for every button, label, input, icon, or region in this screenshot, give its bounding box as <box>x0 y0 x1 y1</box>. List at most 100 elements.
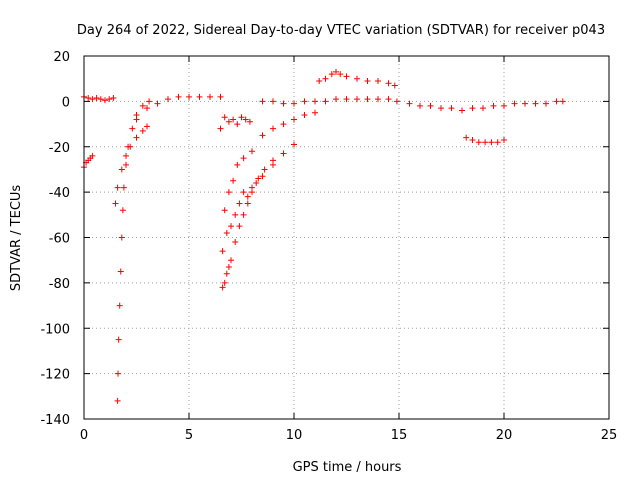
chart-title: Day 264 of 2022, Sidereal Day-to-day VTE… <box>77 23 605 38</box>
data-point <box>280 150 287 157</box>
data-point <box>291 116 297 123</box>
data-point <box>225 118 232 125</box>
data-point <box>480 105 486 112</box>
data-point <box>144 123 150 130</box>
data-point <box>196 93 203 100</box>
data-point <box>165 96 171 103</box>
data-point <box>469 136 476 143</box>
series-gap-descent-c <box>221 109 318 214</box>
y-tick-label: -140 <box>40 413 70 428</box>
data-point <box>139 127 146 134</box>
series-early-near-zero <box>81 93 117 104</box>
data-point <box>375 77 381 84</box>
data-point <box>291 100 297 107</box>
data-point <box>221 114 228 121</box>
series-start-drop <box>81 152 96 171</box>
data-point <box>316 77 323 84</box>
data-point <box>249 148 255 155</box>
data-point <box>97 96 104 103</box>
data-point <box>117 268 124 275</box>
data-point <box>312 98 318 105</box>
data-point <box>312 109 318 116</box>
data-point <box>102 97 108 104</box>
data-point <box>501 136 507 143</box>
data-point <box>343 73 350 80</box>
y-tick-label: 0 <box>62 95 70 110</box>
data-point <box>511 100 518 107</box>
series-afternoon-offset <box>463 134 507 146</box>
y-tick-label: -100 <box>40 322 70 337</box>
data-point <box>234 161 241 168</box>
data-point <box>119 207 126 214</box>
data-point <box>280 121 287 128</box>
data-point <box>240 155 247 162</box>
x-axis-label: GPS time / hours <box>293 460 402 475</box>
series-gap-descent-b <box>219 157 276 255</box>
series-midday-baseline <box>259 96 400 107</box>
y-tick-label: 20 <box>53 50 70 65</box>
data-point <box>234 121 241 128</box>
data-point <box>488 139 495 146</box>
data-point <box>115 336 122 343</box>
data-point <box>217 93 224 100</box>
data-point <box>240 189 247 196</box>
data-point <box>249 184 255 191</box>
data-point <box>559 98 566 105</box>
data-point <box>448 105 455 112</box>
data-point <box>270 125 276 132</box>
data-point <box>463 134 470 141</box>
data-point <box>186 93 192 100</box>
data-point <box>89 96 96 103</box>
data-point <box>146 98 153 105</box>
grid-lines <box>84 56 609 419</box>
data-point <box>115 370 122 377</box>
series-second-recovery <box>112 123 150 207</box>
data-point <box>106 96 113 103</box>
data-points <box>81 68 566 404</box>
series-deep-dip <box>114 98 153 404</box>
y-axis-label: SDTVAR / TECUs <box>9 185 24 292</box>
data-point <box>228 257 234 264</box>
data-point <box>253 180 260 187</box>
data-point <box>238 114 245 121</box>
data-point <box>385 96 392 103</box>
data-point <box>391 82 398 89</box>
data-point <box>114 397 121 404</box>
data-point <box>244 193 251 200</box>
data-point <box>114 184 121 191</box>
data-point <box>490 102 497 109</box>
data-point <box>364 77 371 84</box>
data-point <box>127 143 134 150</box>
data-point <box>438 105 444 112</box>
data-point <box>240 211 247 218</box>
data-point <box>123 152 129 159</box>
data-point <box>110 94 117 101</box>
y-tick-label: -60 <box>49 232 70 247</box>
data-point <box>333 68 339 75</box>
data-point <box>221 207 228 214</box>
data-point <box>120 184 127 191</box>
data-point <box>154 100 161 107</box>
tick-labels: 0 5 10 15 20 25 -140 -120 -100 -80 -60 -40 -20 0 20 <box>40 50 617 443</box>
data-point <box>354 75 360 82</box>
data-point <box>207 93 213 100</box>
data-point <box>543 100 549 107</box>
x-tick-label: 0 <box>80 428 88 443</box>
data-point <box>129 125 136 132</box>
x-tick-label: 10 <box>286 428 303 443</box>
data-point <box>139 102 146 109</box>
data-point <box>375 96 381 103</box>
data-point <box>232 211 239 218</box>
data-point <box>118 166 125 173</box>
data-point <box>116 302 123 309</box>
series-gap-descent-a <box>219 141 297 291</box>
data-point <box>385 80 392 87</box>
y-tick-label: -120 <box>40 368 70 383</box>
data-point <box>85 94 92 101</box>
data-point <box>144 105 150 112</box>
data-point <box>217 125 224 132</box>
data-point <box>322 75 329 82</box>
data-point <box>223 270 230 277</box>
data-point <box>291 141 297 148</box>
